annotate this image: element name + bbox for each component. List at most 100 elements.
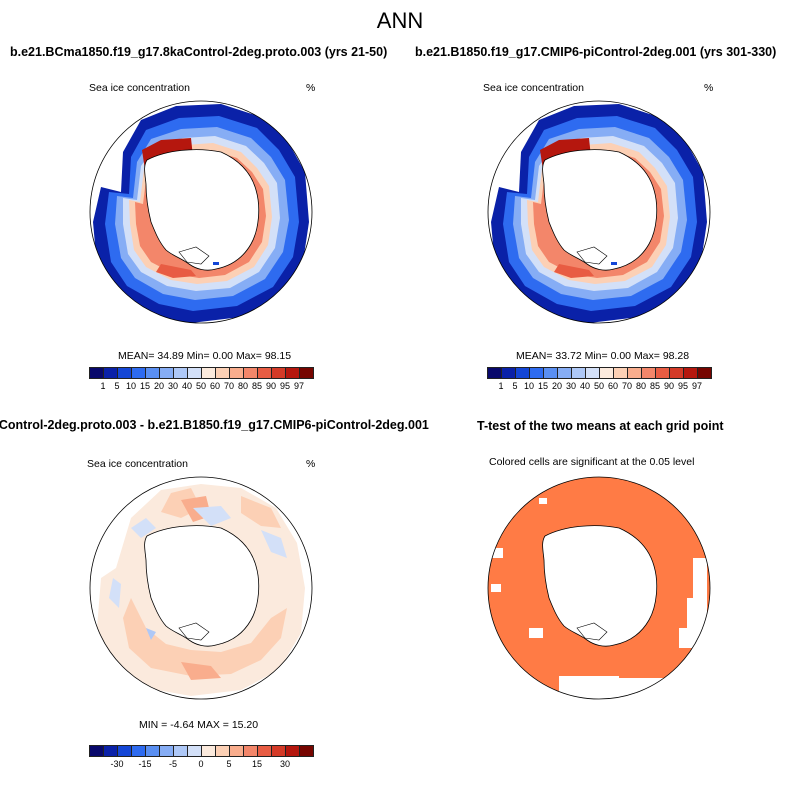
colorbar-tick-label: 60: [607, 381, 619, 391]
colorbar-tick-label: 30: [279, 759, 291, 769]
colorbar-swatch: [145, 367, 160, 379]
mean-value: 34.89: [157, 350, 184, 362]
variable-label-top-left: Sea ice concentration: [89, 82, 190, 94]
panel-title-top-left: b.e21.BCma1850.f19_g17.8kaControl-2deg.p…: [10, 45, 388, 59]
min-value: -4.64: [170, 719, 195, 731]
colorbar-tick-label: 30: [167, 381, 179, 391]
colorbar-tick-label: 60: [209, 381, 221, 391]
mean-label: MEAN=: [516, 350, 553, 362]
colorbar-swatch: [641, 367, 656, 379]
significance-map-bottom-right: [487, 476, 711, 700]
colorbar-tick-label: -15: [138, 759, 152, 769]
colorbar-tick-label: 20: [551, 381, 563, 391]
colorbar-swatch: [201, 745, 216, 757]
colorbar-swatch: [89, 745, 104, 757]
colorbar-swatch: [187, 367, 202, 379]
colorbar-tick-label: 40: [579, 381, 591, 391]
colorbar-swatch: [543, 367, 558, 379]
colorbar-swatch: [669, 367, 684, 379]
max-value: 15.20: [231, 719, 259, 731]
colorbar-swatch: [585, 367, 600, 379]
colorbar-swatch: [515, 367, 530, 379]
mean-value: 33.72: [555, 350, 582, 362]
unit-label-bottom-left: %: [306, 458, 316, 470]
max-value: 98.15: [264, 350, 292, 362]
colorbar-swatch: [229, 367, 244, 379]
colorbar-swatch: [215, 367, 230, 379]
min-value: 0.00: [610, 350, 632, 362]
stats-top-left: MEAN= 34.89 Min= 0.00 Max= 98.15: [118, 350, 291, 362]
min-label: MIN =: [139, 719, 168, 731]
colorbar-swatch: [613, 367, 628, 379]
colorbar-tick-label: -5: [168, 759, 178, 769]
colorbar-swatch: [571, 367, 586, 379]
unit-label-top-left: %: [306, 82, 316, 94]
colorbar-swatch: [299, 745, 314, 757]
colorbar-tick-label: 15: [139, 381, 151, 391]
colorbar-swatch: [271, 367, 286, 379]
sea-ice-map-top-right: [487, 100, 711, 324]
min-label: Min=: [186, 350, 210, 362]
mean-label: MEAN=: [118, 350, 155, 362]
colorbar-tick-label: -30: [110, 759, 124, 769]
colorbar-tick-label: 95: [677, 381, 689, 391]
variable-label-bottom-left: Sea ice concentration: [87, 458, 188, 470]
colorbar-tick-label: 70: [223, 381, 235, 391]
colorbar-swatch: [173, 745, 188, 757]
colorbar-swatch: [655, 367, 670, 379]
colorbar-swatch: [131, 367, 146, 379]
panel-title-top-right: b.e21.B1850.f19_g17.CMIP6-piControl-2deg…: [415, 45, 777, 59]
colorbar-tick-label: 15: [251, 759, 263, 769]
subtitle-bottom-right: Colored cells are significant at the 0.0…: [489, 456, 695, 468]
colorbar-swatch: [285, 367, 300, 379]
colorbar-tick-label: 70: [621, 381, 633, 391]
colorbar-tick-label: 0: [198, 759, 204, 769]
colorbar-swatch: [257, 367, 272, 379]
colorbar-swatch: [243, 745, 258, 757]
max-value: 98.28: [662, 350, 690, 362]
colorbar-tick-label: 5: [512, 381, 518, 391]
panel-title-bottom-left-clip: f19_g17.8kaControl-2deg.proto.003 - b.e2…: [0, 413, 480, 437]
colorbar-tick-label: 97: [691, 381, 703, 391]
colorbar-tick-label: 97: [293, 381, 305, 391]
sea-ice-map-top-left: [89, 100, 313, 324]
colorbar-swatch: [627, 367, 642, 379]
variable-label-top-right: Sea ice concentration: [483, 82, 584, 94]
colorbar-swatch: [145, 745, 160, 757]
colorbar-swatch: [697, 367, 712, 379]
colorbar-swatch: [599, 367, 614, 379]
max-label: Max=: [633, 350, 660, 362]
colorbar-swatch: [117, 745, 132, 757]
panel-title-bottom-right: T-test of the two means at each grid poi…: [477, 419, 724, 433]
colorbar-tick-label: 20: [153, 381, 165, 391]
colorbar-tick-label: 5: [226, 759, 232, 769]
colorbar-tick-label: 80: [635, 381, 647, 391]
difference-map-bottom-left: [89, 476, 313, 700]
colorbar-swatch: [285, 745, 300, 757]
colorbar-swatch: [529, 367, 544, 379]
min-value: 0.00: [212, 350, 234, 362]
colorbar-swatch: [159, 745, 174, 757]
colorbar-swatch: [201, 367, 216, 379]
stats-top-right: MEAN= 33.72 Min= 0.00 Max= 98.28: [516, 350, 689, 362]
unit-label-top-right: %: [704, 82, 714, 94]
colorbar-tick-label: 90: [265, 381, 277, 391]
colorbar-tick-label: 15: [537, 381, 549, 391]
colorbar-tick-label: 10: [125, 381, 137, 391]
colorbar-tick-label: 1: [498, 381, 504, 391]
colorbar-swatch: [257, 745, 272, 757]
colorbar-swatch: [683, 367, 698, 379]
colorbar-swatch: [271, 745, 286, 757]
colorbar-tick-label: 1: [100, 381, 106, 391]
figure-title: ANN: [376, 8, 424, 33]
colorbar-swatch: [89, 367, 104, 379]
colorbar-tick-label: 50: [195, 381, 207, 391]
colorbar-tick-label: 80: [237, 381, 249, 391]
colorbar-swatch: [215, 745, 230, 757]
max-label: MAX =: [197, 719, 229, 731]
colorbar-swatch: [173, 367, 188, 379]
colorbar-tick-label: 10: [523, 381, 535, 391]
colorbar-tick-label: 30: [565, 381, 577, 391]
stats-bottom-left: MIN = -4.64 MAX = 15.20: [139, 719, 258, 731]
colorbar-tick-label: 85: [251, 381, 263, 391]
